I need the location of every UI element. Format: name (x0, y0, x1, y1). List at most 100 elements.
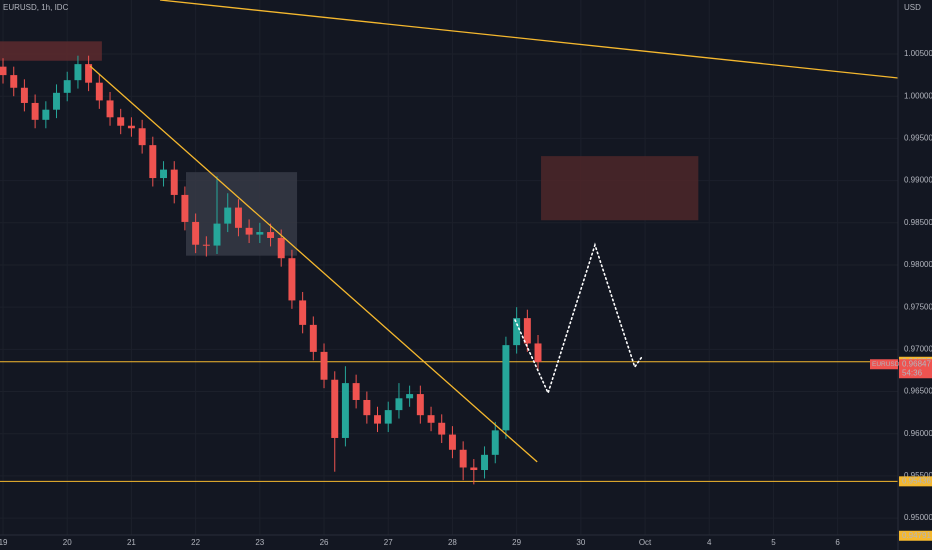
candle-body (106, 100, 114, 118)
candle-body (384, 410, 392, 424)
current-symbol-bg (870, 359, 898, 370)
x-tick-label: 22 (191, 538, 200, 547)
candle-body (127, 125, 135, 129)
y-tick-label: 0.95000 (904, 513, 932, 522)
candle-body (459, 449, 467, 468)
candle-body (309, 324, 317, 352)
y-tick-label: 0.95500 (904, 471, 932, 480)
candle-body (374, 415, 381, 424)
candle-body (245, 227, 253, 235)
x-tick-label: 28 (448, 538, 457, 547)
candle-body (117, 117, 125, 126)
countdown: 54:36 (902, 368, 923, 377)
candle-body (299, 300, 307, 325)
y-tick-label: 1.00000 (904, 91, 932, 100)
x-tick-label: 26 (320, 538, 329, 547)
candle-body (95, 82, 103, 101)
price-axis (898, 0, 932, 550)
candle-body (74, 64, 82, 81)
y-tick-label: 0.96000 (904, 429, 932, 438)
candle-body (513, 318, 521, 346)
candle-body (31, 102, 39, 120)
candle-body (256, 232, 264, 235)
x-tick-label: 5 (771, 538, 776, 547)
candle-body (534, 343, 542, 363)
candle-body (234, 207, 242, 228)
grid (0, 0, 898, 535)
projection-path (514, 242, 643, 396)
y-tick-label: 0.98000 (904, 260, 932, 269)
current-symbol: EURUSD (872, 361, 900, 368)
y-tick-label: 0.96500 (904, 387, 932, 396)
candle-body (213, 223, 221, 246)
zone (0, 41, 102, 61)
candle-body (85, 64, 93, 83)
x-tick-label: 4 (707, 538, 712, 547)
x-tick-label: 20 (63, 538, 72, 547)
candle-body (277, 237, 285, 259)
y-tick-label: 0.97000 (904, 344, 932, 353)
candle-body (331, 379, 339, 438)
trend-line (89, 65, 538, 463)
candle-body (427, 415, 435, 423)
x-tick-label: 19 (0, 538, 8, 547)
candle-body (363, 399, 371, 416)
candle-body (202, 244, 210, 246)
candle-body (341, 383, 349, 438)
candle-body (288, 258, 296, 301)
candle-body (160, 169, 168, 179)
candle-body (20, 87, 28, 103)
axes: 1.00500 1.00000 0.99500 0.99000 0.98500 0.980… (0, 49, 932, 547)
y-tick-label: 0.97500 (904, 302, 932, 311)
x-tick-label: 23 (255, 538, 264, 547)
price-tag-bg (899, 476, 932, 487)
x-tick-label: Oct (639, 538, 652, 547)
price-tag: 0.95436 (902, 476, 931, 485)
y-tick-label: 0.99500 (904, 134, 932, 143)
y-tick-label: 0.98500 (904, 218, 932, 227)
zone (541, 156, 699, 221)
x-tick-label: 29 (512, 538, 521, 547)
price-tag: 0.94791 (902, 531, 931, 540)
candle-body (395, 398, 403, 411)
candle-body (470, 467, 478, 471)
trend-line (159, 0, 899, 79)
x-tick-label: 30 (576, 538, 585, 547)
candle-body (267, 232, 275, 238)
candle-body (406, 394, 414, 399)
candle-body (170, 169, 178, 195)
x-tick-label: 21 (127, 538, 136, 547)
x-tick-label: 6 (835, 538, 840, 547)
candle-body (192, 221, 200, 245)
current-price-bg (899, 359, 932, 379)
y-tick-label: 1.00500 (904, 49, 932, 58)
y-tick-label: 0.99000 (904, 176, 932, 185)
price-tag-bg (899, 530, 932, 541)
candle-body (0, 66, 7, 76)
x-tick-label: 27 (384, 538, 393, 547)
candle-body (224, 207, 232, 224)
candle-body (502, 345, 510, 431)
candle-body (10, 75, 18, 88)
candle-body (491, 430, 499, 455)
current-price: 0.96847 (902, 359, 931, 368)
candle-body (448, 434, 456, 450)
candle-body (53, 92, 60, 110)
candle-body (352, 383, 360, 400)
candle-body (138, 128, 146, 146)
candle-body (181, 194, 189, 222)
axis-unit: USD (904, 3, 921, 12)
candle-body (481, 454, 489, 471)
candle-body (63, 80, 71, 93)
candle-body (523, 318, 531, 344)
plot (0, 0, 899, 485)
chart-title: EURUSD, 1h, IDC (3, 3, 69, 12)
candle-body (149, 145, 157, 179)
candle-body (42, 109, 50, 120)
candle-body (320, 351, 328, 380)
candle-body (416, 394, 424, 416)
candle-body (438, 422, 446, 435)
